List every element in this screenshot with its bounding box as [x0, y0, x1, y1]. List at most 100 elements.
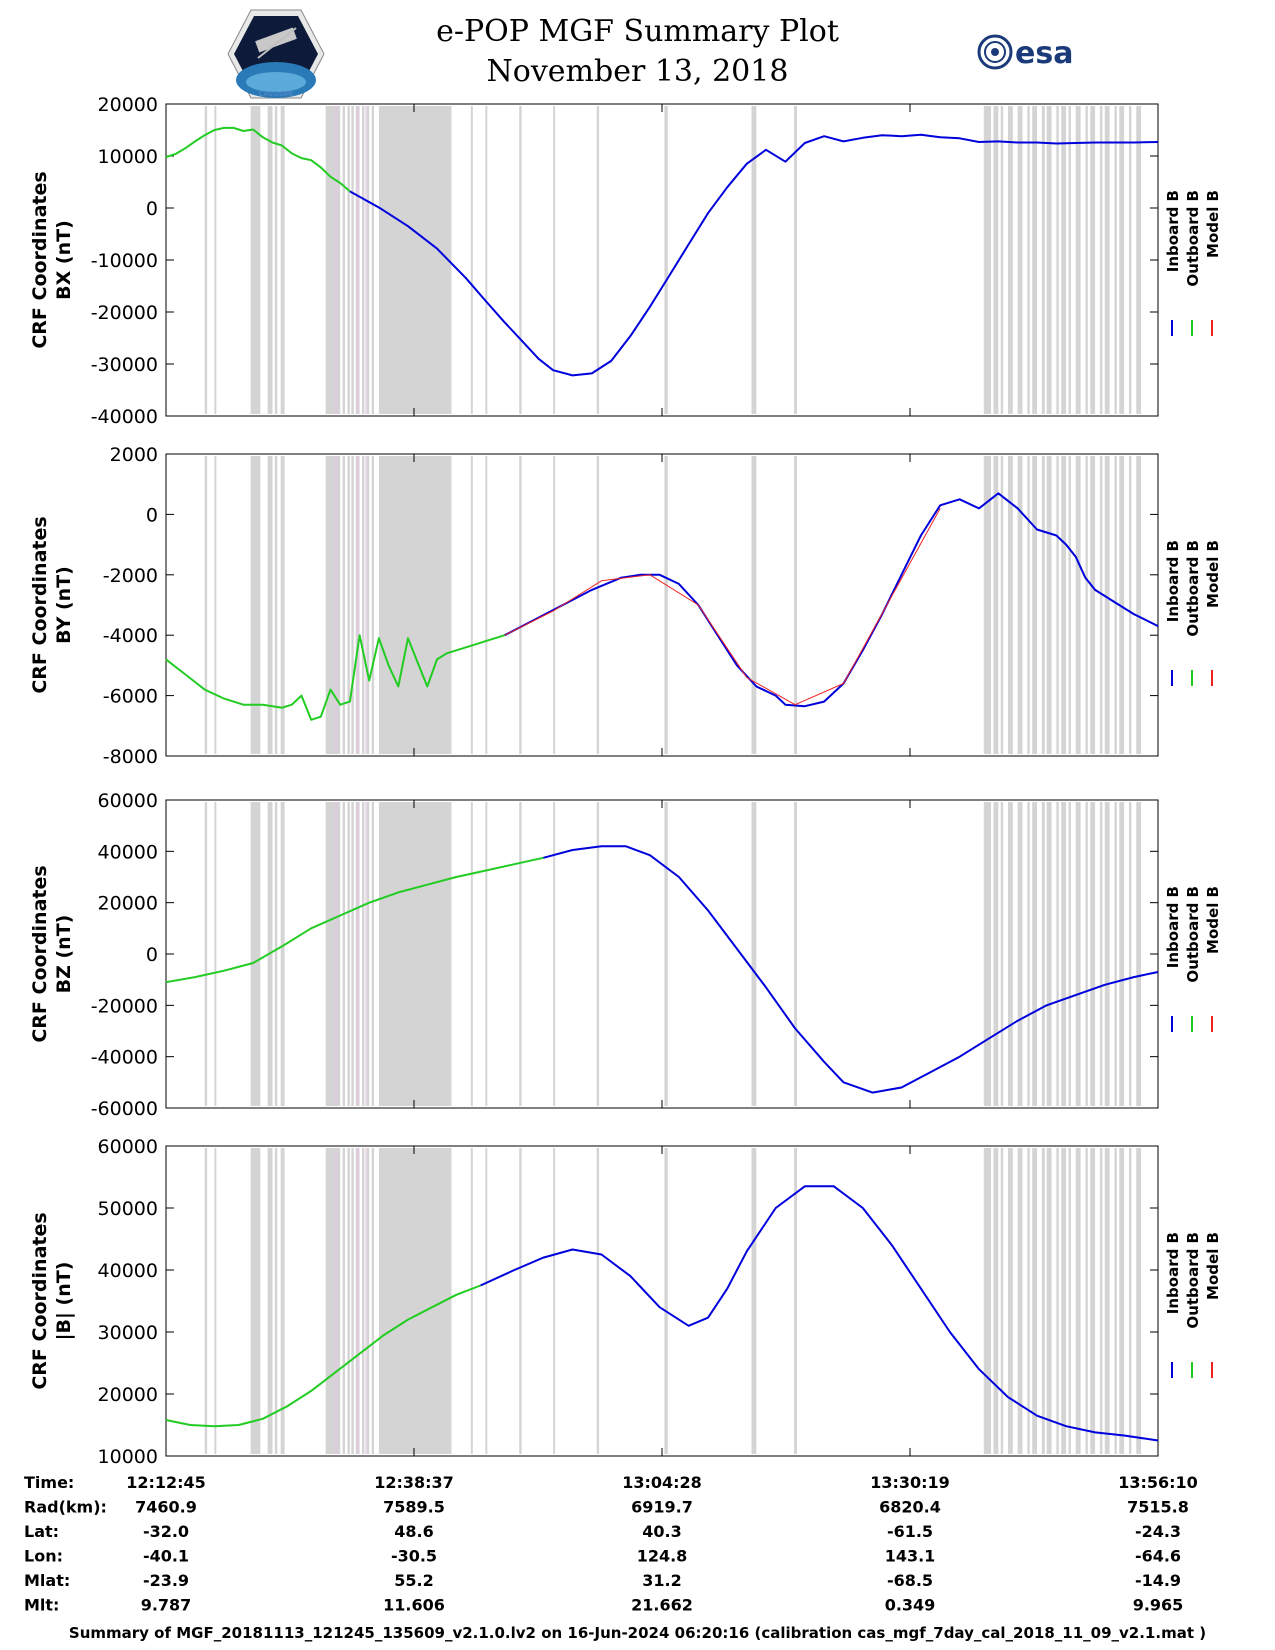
data-gap-band	[274, 106, 278, 414]
data-gap-band	[1068, 106, 1071, 414]
data-gap-band	[204, 456, 208, 754]
data-gap-band	[1090, 802, 1096, 1106]
data-gap-band	[1104, 106, 1110, 414]
esa-logo-text: esa	[1015, 36, 1073, 71]
data-gap-band	[325, 1148, 341, 1454]
y-tick-label: -6000	[103, 686, 158, 708]
data-gap-band	[378, 456, 452, 754]
data-gap-band	[519, 1148, 522, 1454]
data-gap-band	[1027, 802, 1030, 1106]
data-gap-band	[378, 802, 452, 1106]
legend-label: Outboard B	[1184, 1232, 1202, 1329]
ephemeris-value: 7460.9	[135, 1498, 197, 1517]
data-gap-band	[1061, 456, 1067, 754]
data-gap-band	[485, 802, 488, 1106]
data-gap-band	[1119, 456, 1125, 754]
data-gap-band	[214, 106, 217, 414]
data-gap-band	[794, 1148, 798, 1454]
data-gap-band	[751, 802, 757, 1106]
data-gap-band	[983, 106, 992, 414]
data-gap-band	[1061, 1148, 1067, 1454]
data-gap-band	[983, 802, 992, 1106]
data-gap-band	[1128, 106, 1132, 414]
y-tick-label: 20000	[98, 893, 158, 915]
data-gap-band	[485, 106, 488, 414]
data-gap-band	[1032, 1148, 1038, 1454]
ephemeris-value: 48.6	[394, 1522, 433, 1541]
data-gap-band	[1046, 456, 1052, 754]
data-gap-band	[983, 1148, 992, 1454]
ephemeris-value: -14.9	[1135, 1571, 1181, 1590]
ephemeris-value: -61.5	[887, 1522, 933, 1541]
ephemeris-value: 12:12:45	[126, 1473, 206, 1492]
data-gap-band	[1114, 802, 1117, 1106]
data-gap-band-pink	[335, 802, 337, 1106]
y-tick-label: 30000	[98, 1322, 158, 1344]
data-gap-band	[1085, 802, 1088, 1106]
data-gap-band	[1075, 456, 1081, 754]
data-gap-band	[553, 802, 556, 1106]
data-gap-band	[1090, 106, 1096, 414]
data-gap-band	[1041, 456, 1045, 754]
data-gap-band	[204, 802, 208, 1106]
ephemeris-label: Mlat:	[24, 1571, 70, 1590]
data-gap-band	[1056, 1148, 1059, 1454]
data-gap-band-pink	[335, 1148, 337, 1454]
data-gap-band	[250, 802, 261, 1106]
data-gap-band	[378, 1148, 452, 1454]
y-tick-label: 2000	[110, 444, 158, 466]
data-gap-band	[204, 106, 208, 414]
data-gap-band	[1032, 456, 1038, 754]
data-gap-band	[347, 456, 350, 754]
data-gap-band	[250, 106, 261, 414]
data-gap-band	[1041, 106, 1045, 414]
data-gap-band	[274, 1148, 278, 1454]
data-gap-band	[1090, 1148, 1096, 1454]
panel-1: -40000 -30000 -20000 -10000 0 10000 20000 CRF C…	[29, 94, 1222, 428]
data-gap-band	[470, 456, 473, 754]
data-gap-band	[1041, 1148, 1045, 1454]
data-gap-band	[378, 106, 452, 414]
data-gap-band	[983, 456, 992, 754]
data-gap-band	[1114, 456, 1117, 754]
legend-label: Inboard B	[1164, 540, 1182, 622]
data-gap-band	[342, 1148, 346, 1454]
data-gap-band	[470, 1148, 473, 1454]
data-gap-band	[351, 456, 354, 754]
data-gap-band	[470, 802, 473, 1106]
y-tick-label: -20000	[91, 302, 158, 324]
data-gap-band	[342, 456, 346, 754]
data-gap-band	[993, 802, 999, 1106]
data-gap-band	[1075, 1148, 1081, 1454]
data-gap-band	[351, 802, 354, 1106]
y-tick-label: -8000	[103, 746, 158, 768]
y-tick-label: 10000	[98, 146, 158, 168]
data-gap-band	[1085, 106, 1088, 414]
data-gap-band	[794, 456, 798, 754]
cassiope-logo-text: CASSIOPE	[259, 90, 294, 98]
ephemeris-value: 11.606	[383, 1596, 445, 1615]
data-gap-band-pink	[365, 802, 367, 1106]
data-gap-band	[1061, 802, 1067, 1106]
legend-label: Model B	[1204, 886, 1222, 954]
ephemeris-value: 31.2	[642, 1571, 681, 1590]
data-gap-band	[1090, 456, 1096, 754]
data-gap-band	[250, 1148, 261, 1454]
data-gap-band	[1085, 1148, 1088, 1454]
page-date: November 13, 2018	[486, 54, 789, 89]
data-gap-band	[1017, 456, 1023, 754]
data-gap-band	[1128, 1148, 1132, 1454]
data-gap-band	[366, 802, 370, 1106]
y-tick-label: 40000	[98, 1260, 158, 1282]
y-axis-label: CRF Coordinates	[29, 865, 51, 1042]
series-outboard-b	[165, 126, 351, 193]
ephemeris-value: -32.0	[143, 1522, 189, 1541]
ephemeris-value: 7589.5	[383, 1498, 445, 1517]
data-gap-band	[553, 1148, 556, 1454]
data-gap-band	[1104, 1148, 1110, 1454]
data-gap-band	[596, 106, 600, 414]
data-gap-band	[371, 1148, 375, 1454]
data-gap-band	[361, 106, 365, 414]
header: CASSIOPE e-POP MGF Summary Plot November…	[0, 0, 1275, 100]
data-gap-band	[553, 456, 556, 754]
